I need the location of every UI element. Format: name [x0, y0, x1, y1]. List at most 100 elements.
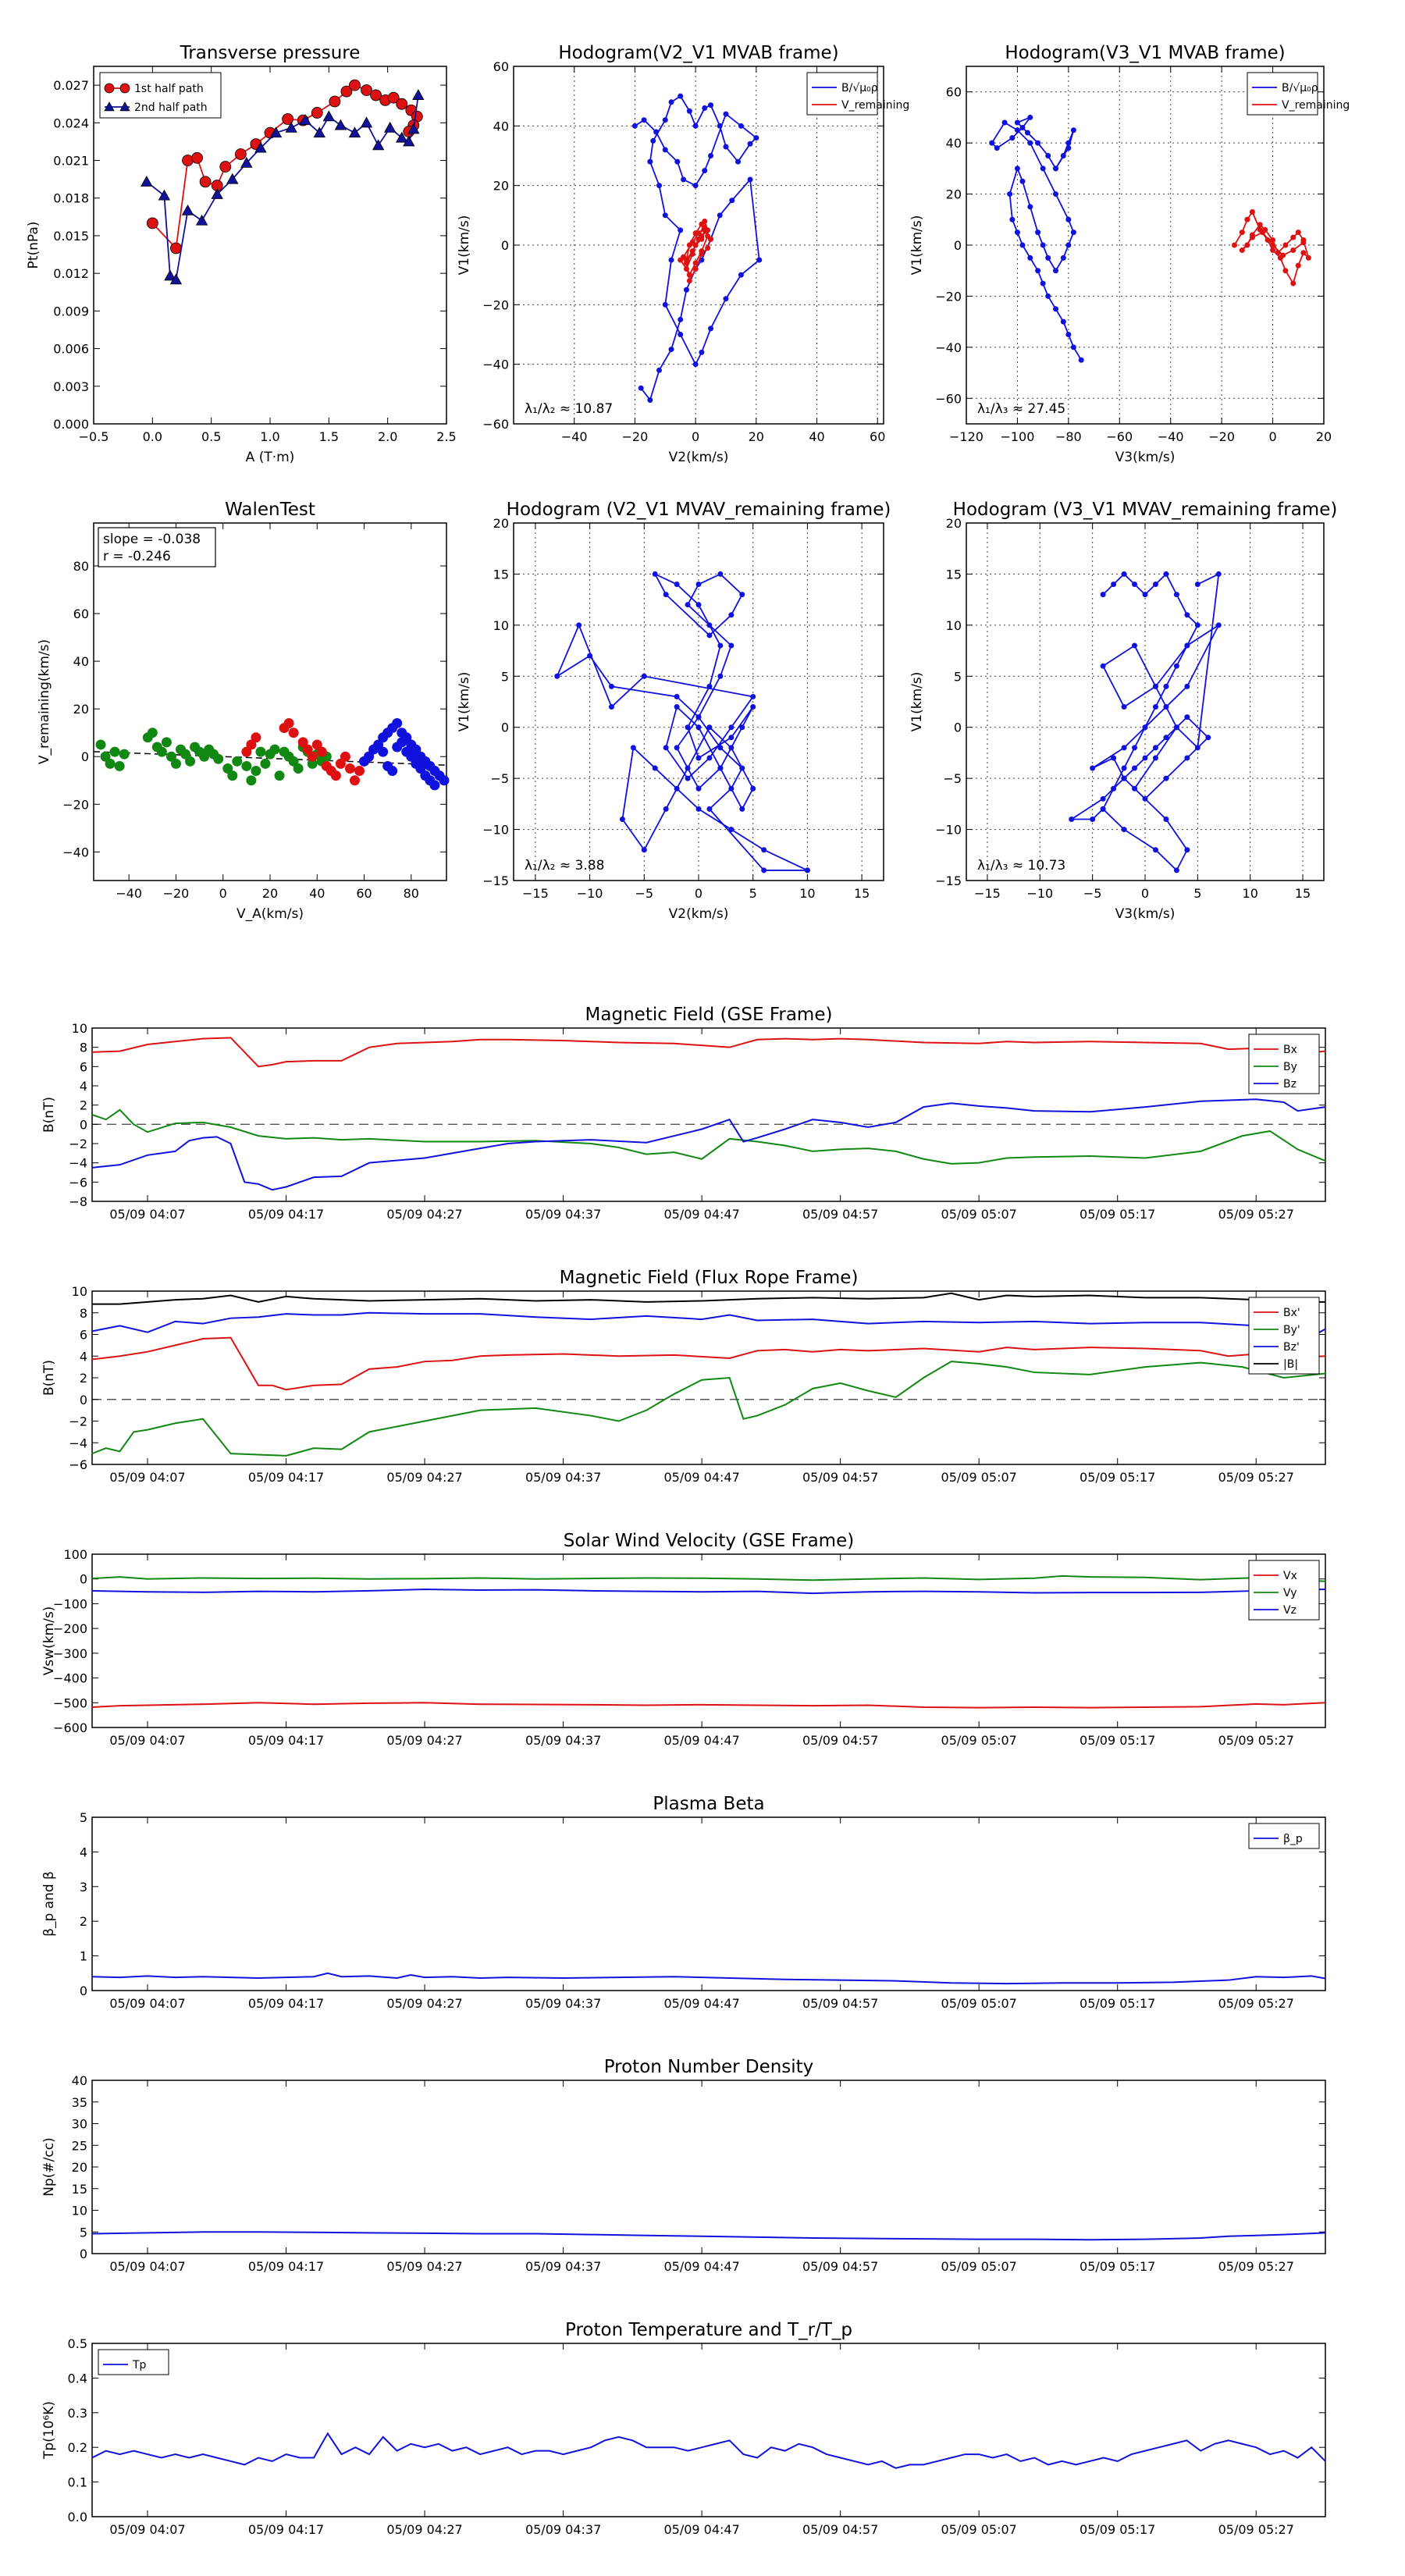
data-point [1100, 663, 1106, 669]
chart-hodogram-v3-v1-mvab: −60 −40 −20 0 20 40 60 −120 −100 −80 −60 −40 −20 0 20 H… [909, 43, 1350, 465]
x-tick-label: 20 [262, 886, 278, 901]
data-point [641, 117, 647, 123]
data-point [663, 592, 669, 598]
data-point [662, 117, 668, 123]
y-tick-label: 0 [80, 1984, 87, 1998]
x-tick-label: 1.5 [319, 429, 339, 444]
x-tick-label: 0 [219, 886, 227, 901]
axes-frame [93, 66, 447, 425]
data-point [1152, 582, 1158, 588]
x-tick-label: 05/09 04:17 [248, 1996, 324, 2011]
data-point [1040, 242, 1046, 248]
y-tick-label: 10 [493, 618, 509, 633]
y-tick-label: 40 [73, 654, 89, 669]
x-tick-label: −10 [577, 886, 603, 901]
y-tick-label: 0 [501, 720, 509, 735]
series-line-Vz [91, 1589, 1326, 1595]
legend-label: V_remaining [841, 99, 909, 112]
y-tick-label: −500 [53, 1695, 87, 1710]
x-tick-label: 05/09 05:17 [1080, 1996, 1155, 2011]
data-point [674, 745, 680, 751]
data-point [1014, 119, 1020, 126]
y-axis-label: Np(#/cc) [41, 2137, 57, 2196]
data-point [1019, 178, 1026, 184]
data-point [1184, 714, 1190, 720]
x-tick-label: 05/09 05:07 [941, 2522, 1017, 2537]
data-point [678, 316, 684, 322]
data-point [282, 113, 294, 125]
data-point [717, 673, 724, 679]
x-tick-label: 05/09 04:07 [109, 1733, 185, 1748]
data-point [695, 236, 702, 242]
data-point [1194, 745, 1200, 751]
data-point [683, 266, 689, 272]
data-point [717, 123, 723, 129]
y-tick-label: 0.015 [53, 229, 89, 244]
data-point [307, 751, 318, 762]
x-tick-label: 05/09 04:37 [525, 1996, 601, 2011]
data-point [1065, 242, 1072, 248]
y-tick-label: 0.3 [68, 2406, 87, 2421]
chart-title: WalenTest [225, 500, 315, 520]
legend: Bx' By' Bz' |B| [1248, 1297, 1320, 1375]
y-tick-label: 0.018 [53, 191, 89, 206]
x-tick-label: 60 [356, 886, 372, 901]
data-point [663, 745, 669, 751]
data-point [1152, 745, 1158, 751]
data-point [1027, 140, 1033, 146]
y-tick-label: 20 [72, 2160, 87, 2175]
legend-label: Bz' [1283, 1341, 1300, 1354]
axes-frame [91, 1553, 1326, 1728]
data-point [668, 99, 674, 105]
data-point [1040, 280, 1046, 286]
series-0 [554, 571, 810, 873]
data-point [1194, 582, 1200, 588]
data-point [211, 188, 223, 199]
data-point [109, 746, 120, 757]
chart-title: Magnetic Field (GSE Frame) [585, 1005, 833, 1025]
data-point [692, 266, 699, 272]
y-tick-label: 0.4 [68, 2371, 87, 2386]
y-tick-label: 15 [946, 567, 962, 582]
data-point [647, 158, 653, 165]
data-point [329, 95, 341, 108]
y-tick-label: 60 [946, 85, 962, 100]
y-tick-label: −4 [69, 1436, 87, 1450]
data-point [728, 827, 735, 833]
x-tick-label: 05/09 04:17 [248, 1207, 324, 1222]
legend: B/√μ₀ρ V_remaining [1247, 72, 1350, 116]
y-tick-label: 5 [501, 669, 509, 684]
x-tick-label: 40 [809, 429, 824, 444]
data-point [608, 683, 614, 689]
data-point [554, 673, 560, 679]
data-point [1257, 222, 1263, 228]
data-point [683, 257, 689, 263]
data-point [717, 765, 724, 771]
data-point [708, 102, 714, 109]
data-point [656, 183, 662, 189]
y-tick-label: 20 [73, 702, 89, 717]
data-point [1132, 582, 1138, 588]
x-tick-label: 05/09 04:57 [802, 2522, 878, 2537]
data-point [650, 137, 656, 144]
x-tick-label: −20 [163, 886, 190, 901]
data-point [1152, 847, 1158, 853]
x-tick-label: 0.5 [201, 429, 221, 444]
stats-frame [98, 527, 216, 568]
fit-stats-box: slope = -0.038 r = -0.246 [98, 527, 216, 568]
data-point [370, 89, 382, 101]
data-point [695, 602, 702, 608]
data-point [439, 775, 450, 786]
data-point [302, 744, 313, 755]
y-tick-label: −4 [69, 1156, 87, 1171]
y-tick-label: 20 [493, 516, 509, 531]
x-tick-label: 05/09 04:07 [109, 2522, 185, 2537]
x-tick-label: 05/09 05:17 [1080, 1207, 1155, 1222]
x-tick-label: 05/09 04:57 [802, 1207, 878, 1222]
data-point [364, 751, 375, 762]
data-point [1132, 642, 1138, 649]
chart-title: Hodogram (V2_V1 MVAV_remaining frame) [507, 500, 891, 520]
y-tick-label: 1 [80, 1949, 87, 1964]
data-point [1121, 827, 1127, 833]
data-point [1280, 252, 1286, 258]
